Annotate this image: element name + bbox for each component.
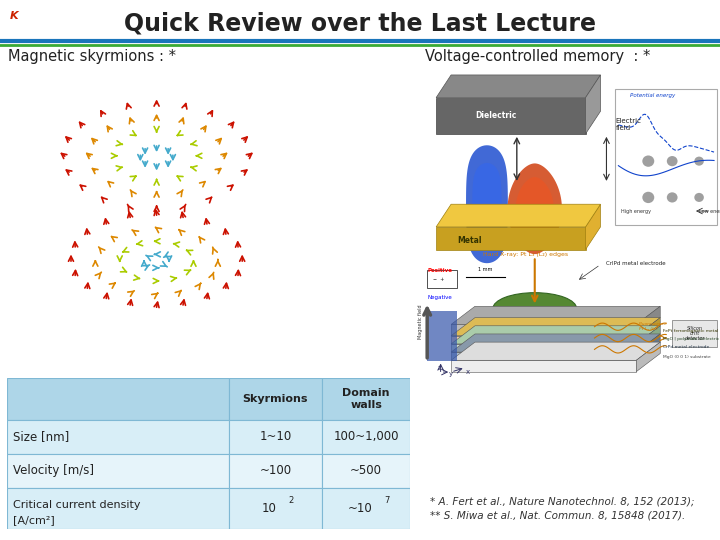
Ellipse shape bbox=[642, 156, 654, 167]
Text: Fluorescence
Pt L₂ (L₃): Fluorescence Pt L₂ (L₃) bbox=[639, 322, 668, 331]
Bar bbox=[229, 488, 322, 529]
Polygon shape bbox=[466, 145, 508, 263]
Text: * A. Fert et al., Nature Nanotechnol. 8, 152 (2013);: * A. Fert et al., Nature Nanotechnol. 8,… bbox=[430, 497, 695, 507]
Polygon shape bbox=[472, 163, 502, 246]
Text: Magnetic field: Magnetic field bbox=[418, 305, 423, 340]
Polygon shape bbox=[636, 334, 660, 360]
Bar bbox=[7, 454, 229, 488]
Text: Potential energy: Potential energy bbox=[631, 93, 675, 98]
Text: Low energy: Low energy bbox=[699, 208, 720, 213]
Ellipse shape bbox=[667, 156, 678, 166]
Polygon shape bbox=[636, 342, 660, 372]
Bar bbox=[427, 270, 457, 288]
Ellipse shape bbox=[667, 192, 678, 202]
Text: CrPd metal electrode: CrPd metal electrode bbox=[663, 345, 709, 349]
Polygon shape bbox=[451, 344, 636, 352]
Text: ~500: ~500 bbox=[350, 464, 382, 477]
Text: ~100: ~100 bbox=[259, 464, 292, 477]
Text: z: z bbox=[437, 364, 441, 370]
Text: 1 mm: 1 mm bbox=[478, 267, 492, 272]
Ellipse shape bbox=[694, 157, 704, 166]
Polygon shape bbox=[451, 336, 636, 344]
Text: Velocity [m/s]: Velocity [m/s] bbox=[13, 464, 94, 477]
Text: [A/cm²]: [A/cm²] bbox=[13, 516, 55, 525]
Text: 2: 2 bbox=[288, 496, 293, 504]
Text: ** S. Miwa et al., Nat. Commun. 8, 15848 (2017).: ** S. Miwa et al., Nat. Commun. 8, 15848… bbox=[430, 511, 685, 521]
Text: −  +: − + bbox=[433, 276, 444, 281]
Bar bbox=[616, 89, 717, 225]
Ellipse shape bbox=[642, 192, 654, 203]
Bar bbox=[322, 420, 410, 454]
Bar bbox=[322, 488, 410, 529]
Polygon shape bbox=[516, 177, 554, 240]
Bar bbox=[7, 378, 229, 420]
Text: K: K bbox=[10, 11, 19, 21]
Bar bbox=[322, 454, 410, 488]
Bar bbox=[672, 320, 717, 347]
Polygon shape bbox=[636, 306, 660, 336]
Polygon shape bbox=[585, 75, 600, 134]
Polygon shape bbox=[427, 311, 457, 361]
Text: 7: 7 bbox=[384, 496, 390, 504]
Bar bbox=[229, 420, 322, 454]
Ellipse shape bbox=[694, 193, 704, 202]
Bar bbox=[7, 420, 229, 454]
Polygon shape bbox=[436, 75, 600, 98]
Text: Critical current density: Critical current density bbox=[13, 500, 140, 510]
Text: 1~10: 1~10 bbox=[259, 430, 292, 443]
Polygon shape bbox=[451, 334, 660, 352]
Polygon shape bbox=[451, 326, 660, 344]
Text: Magnetic skyrmions : *: Magnetic skyrmions : * bbox=[8, 49, 176, 64]
Text: MgO | polymide dielectric: MgO | polymide dielectric bbox=[663, 337, 719, 341]
Polygon shape bbox=[436, 227, 585, 249]
Text: High energy: High energy bbox=[621, 208, 652, 213]
Polygon shape bbox=[636, 326, 660, 352]
Text: Dielectric: Dielectric bbox=[475, 111, 516, 120]
Polygon shape bbox=[451, 325, 636, 336]
Text: Hard X-ray: Pt L₃ (L₂) edges: Hard X-ray: Pt L₃ (L₂) edges bbox=[483, 252, 568, 256]
Text: ~10: ~10 bbox=[348, 502, 372, 515]
Text: Domain
walls: Domain walls bbox=[342, 388, 390, 410]
Polygon shape bbox=[451, 360, 636, 372]
Polygon shape bbox=[436, 204, 600, 227]
Text: FePt ferromagnetic metal: FePt ferromagnetic metal bbox=[663, 329, 719, 333]
Text: Skyrmions: Skyrmions bbox=[243, 394, 308, 404]
Text: y: y bbox=[449, 372, 453, 377]
Text: x: x bbox=[465, 369, 469, 375]
Bar bbox=[7, 488, 229, 529]
Text: 10: 10 bbox=[262, 502, 276, 515]
Text: Negative: Negative bbox=[427, 295, 452, 300]
Text: Electric
field: Electric field bbox=[616, 118, 642, 131]
Polygon shape bbox=[451, 306, 660, 325]
Text: Metal: Metal bbox=[457, 236, 482, 245]
Text: Silicon
drift
detector: Silicon drift detector bbox=[684, 326, 705, 341]
Bar bbox=[229, 454, 322, 488]
Text: Size [nm]: Size [nm] bbox=[13, 430, 70, 443]
Text: 100~1,000: 100~1,000 bbox=[333, 430, 399, 443]
Text: CrIPd metal electrode: CrIPd metal electrode bbox=[606, 261, 666, 266]
Polygon shape bbox=[451, 318, 660, 336]
Text: MgO (0 0 1) substrate: MgO (0 0 1) substrate bbox=[663, 355, 711, 359]
Ellipse shape bbox=[493, 293, 577, 325]
Polygon shape bbox=[508, 164, 562, 254]
Polygon shape bbox=[636, 318, 660, 344]
Polygon shape bbox=[451, 342, 660, 360]
Text: Positive: Positive bbox=[427, 267, 452, 273]
Polygon shape bbox=[451, 352, 636, 360]
Text: Voltage-controlled memory  : *: Voltage-controlled memory : * bbox=[425, 49, 650, 64]
Bar bbox=[229, 378, 322, 420]
Polygon shape bbox=[436, 98, 585, 134]
Bar bbox=[322, 378, 410, 420]
Text: Quick Review over the Last Lecture: Quick Review over the Last Lecture bbox=[124, 12, 596, 36]
Polygon shape bbox=[585, 204, 600, 249]
